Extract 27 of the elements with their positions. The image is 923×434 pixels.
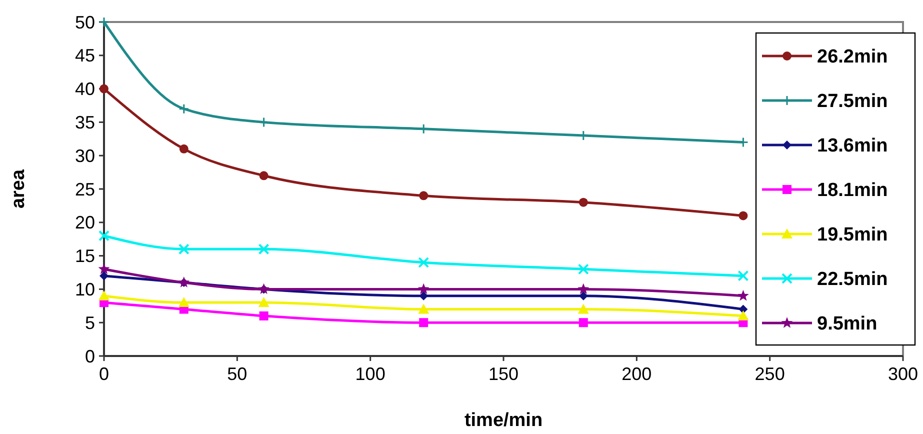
y-tick-label: 0 (84, 346, 95, 366)
x-tick-label: 200 (622, 364, 652, 384)
x-tick-label: 50 (227, 364, 248, 384)
x-tick-label: 100 (355, 364, 386, 384)
legend-label: 13.6min (817, 136, 888, 157)
x-tick-label: 150 (488, 364, 519, 384)
y-tick-label: 50 (74, 12, 95, 32)
legend-label: 18.1min (817, 180, 888, 202)
x-tick-label: 300 (888, 364, 918, 384)
x-tick-label: 250 (754, 364, 785, 384)
y-tick-label: 25 (74, 179, 95, 200)
y-tick-label: 15 (74, 246, 95, 266)
y-tick-label: 30 (74, 146, 95, 166)
legend-label: 9.5min (817, 314, 878, 335)
legend-label: 27.5min (817, 91, 888, 112)
y-tick-label: 5 (84, 312, 95, 333)
y-tick-label: 10 (74, 280, 95, 300)
y-tick-label: 40 (74, 79, 95, 100)
legend-label: 22.5min (817, 269, 888, 290)
x-tick-label: 0 (98, 364, 110, 384)
y-tick-label: 20 (74, 212, 95, 233)
x-axis-title: time/min (464, 410, 543, 431)
legend-label: 19.5min (817, 224, 888, 246)
y-tick-label: 35 (74, 112, 95, 132)
legend-label: 26.2min (817, 46, 888, 68)
y-tick-label: 45 (74, 46, 95, 66)
y-axis-title: area (8, 169, 29, 209)
